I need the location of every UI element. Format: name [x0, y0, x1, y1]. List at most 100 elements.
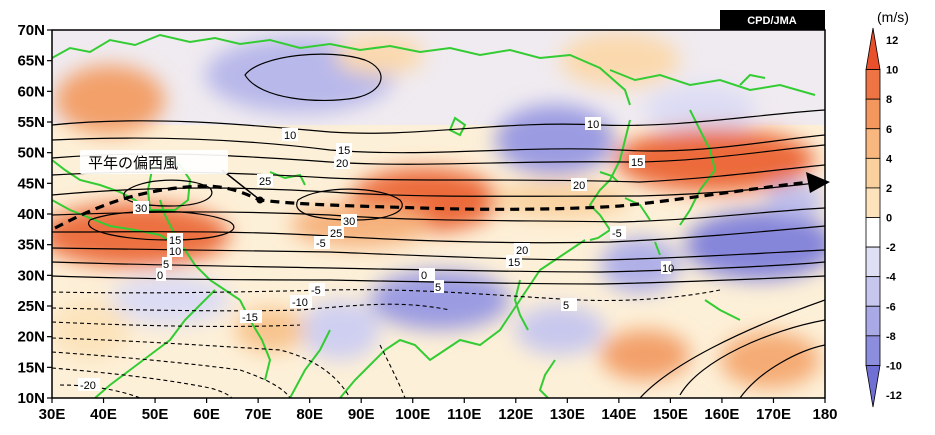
- svg-text:-15: -15: [242, 312, 258, 324]
- colorbar-label: 0: [886, 213, 892, 225]
- longitude-label: 150E: [653, 406, 688, 423]
- colorbar-segment: [865, 335, 881, 366]
- latitude-label: 70N: [17, 22, 45, 39]
- latitude-label: 20N: [17, 329, 45, 346]
- longitude-label: 120E: [498, 406, 533, 423]
- colorbar-label: 4: [886, 153, 893, 165]
- contour-label: 15: [629, 155, 645, 169]
- colorbar-label: -10: [886, 360, 902, 372]
- svg-text:0: 0: [421, 270, 427, 282]
- svg-text:CPD/JMA: CPD/JMA: [747, 15, 797, 27]
- longitude-label: 180: [812, 406, 837, 423]
- latitude-label: 50N: [17, 145, 45, 162]
- colorbar: (m/s) 12 10 8 6 4 2 0 -2 -4 -6 -8 -10 -12: [865, 9, 909, 408]
- contour-label: 25: [257, 174, 273, 188]
- svg-text:-5: -5: [311, 285, 321, 297]
- colorbar-segment: [865, 98, 881, 130]
- mean-westerly-path: [54, 169, 830, 230]
- anomaly-shading: [52, 30, 825, 388]
- contour-label: 0: [419, 268, 435, 282]
- latitude-label: 45N: [17, 175, 45, 192]
- svg-text:5: 5: [163, 259, 169, 271]
- longitude-label: 50E: [142, 406, 169, 423]
- colorbar-segment: [865, 27, 881, 70]
- colorbar-segment: [865, 69, 881, 100]
- contour-label: 10: [167, 244, 183, 258]
- svg-text:10: 10: [587, 119, 599, 131]
- svg-text:0: 0: [157, 270, 163, 282]
- contour-label: 10: [585, 117, 601, 131]
- contour-label: 15: [506, 255, 522, 269]
- contour-label: -20: [78, 378, 100, 392]
- colorbar-label: 12: [886, 35, 898, 47]
- latitude-label: 40N: [17, 206, 45, 223]
- longitude-label: 60E: [193, 406, 220, 423]
- negative-contours: [52, 289, 721, 398]
- longitude-label: 130E: [550, 406, 585, 423]
- colorbar-label: -8: [886, 331, 896, 343]
- contour-label: 5: [162, 257, 172, 271]
- longitude-label: 170E: [756, 406, 791, 423]
- longitude-axis: 30E 40E 50E 60E 70E 80E 90E 100E 110E 120E 130E 140…: [39, 398, 838, 423]
- svg-text:5: 5: [563, 300, 569, 312]
- longitude-label: 90E: [348, 406, 375, 423]
- contour-label: 10: [282, 128, 298, 142]
- colorbar-label: 2: [886, 183, 892, 195]
- longitude-label: 40E: [90, 406, 117, 423]
- colorbar-segment: [865, 305, 881, 337]
- colorbar-segment: [865, 157, 881, 189]
- colorbar-label: 6: [886, 124, 892, 136]
- svg-text:15: 15: [631, 157, 643, 169]
- colorbar-segment: [865, 365, 881, 408]
- svg-text:10: 10: [284, 130, 296, 142]
- longitude-label: 30E: [39, 406, 66, 423]
- svg-text:20: 20: [573, 180, 585, 192]
- contour-label: -5: [314, 236, 330, 250]
- latitude-label: 35N: [17, 237, 45, 254]
- annotation-callout: 平年の偏西風: [80, 150, 228, 174]
- latitude-label: 30N: [17, 267, 45, 284]
- annotation-text: 平年の偏西風: [88, 154, 178, 172]
- latitude-label: 65N: [17, 53, 45, 70]
- longitude-label: 80E: [296, 406, 323, 423]
- contour-label: -5: [309, 283, 325, 297]
- svg-text:10: 10: [169, 246, 181, 258]
- colorbar-label: -2: [886, 242, 896, 254]
- longitude-label: 140E: [601, 406, 636, 423]
- latitude-label: 55N: [17, 114, 45, 131]
- svg-text:30: 30: [343, 216, 355, 228]
- contour-label: 5: [434, 280, 444, 294]
- contour-label: -5: [610, 226, 626, 240]
- colorbar-segment: [865, 128, 881, 159]
- contour-label: -10: [290, 295, 312, 309]
- colorbar-label: -4: [886, 272, 897, 284]
- svg-text:-20: -20: [80, 380, 96, 392]
- contour-label: 30: [133, 201, 149, 215]
- latitude-axis: 70N 65N 60N 55N 50N 45N 40N 35N 30N 25N 20N 15N 10N: [17, 22, 52, 407]
- contour-label: 5: [561, 298, 577, 312]
- colorbar-unit: (m/s): [877, 9, 909, 25]
- colorbar-label: -12: [886, 390, 902, 402]
- svg-text:30: 30: [135, 203, 147, 215]
- contour-lines: [52, 53, 825, 398]
- latitude-label: 10N: [17, 390, 45, 407]
- contour-label: -15: [240, 310, 262, 324]
- latitude-label: 15N: [17, 359, 45, 376]
- contour-label: 15: [336, 143, 352, 157]
- svg-text:5: 5: [435, 282, 441, 294]
- contour-label: 20: [571, 178, 587, 192]
- latitude-label: 60N: [17, 83, 45, 100]
- contour-label: 25: [328, 226, 344, 240]
- colorbar-segment: [865, 276, 881, 307]
- latitude-label: 25N: [17, 298, 45, 315]
- svg-text:-5: -5: [316, 238, 326, 250]
- colorbar-segment: [865, 187, 881, 218]
- colorbar-label: 10: [886, 65, 898, 77]
- contour-label: 10: [661, 261, 674, 275]
- contour-label: 0: [156, 268, 166, 282]
- contour-label: 20: [334, 156, 350, 170]
- colorbar-segment: [865, 217, 881, 248]
- credit-badge: CPD/JMA: [720, 10, 825, 30]
- svg-text:15: 15: [508, 257, 520, 269]
